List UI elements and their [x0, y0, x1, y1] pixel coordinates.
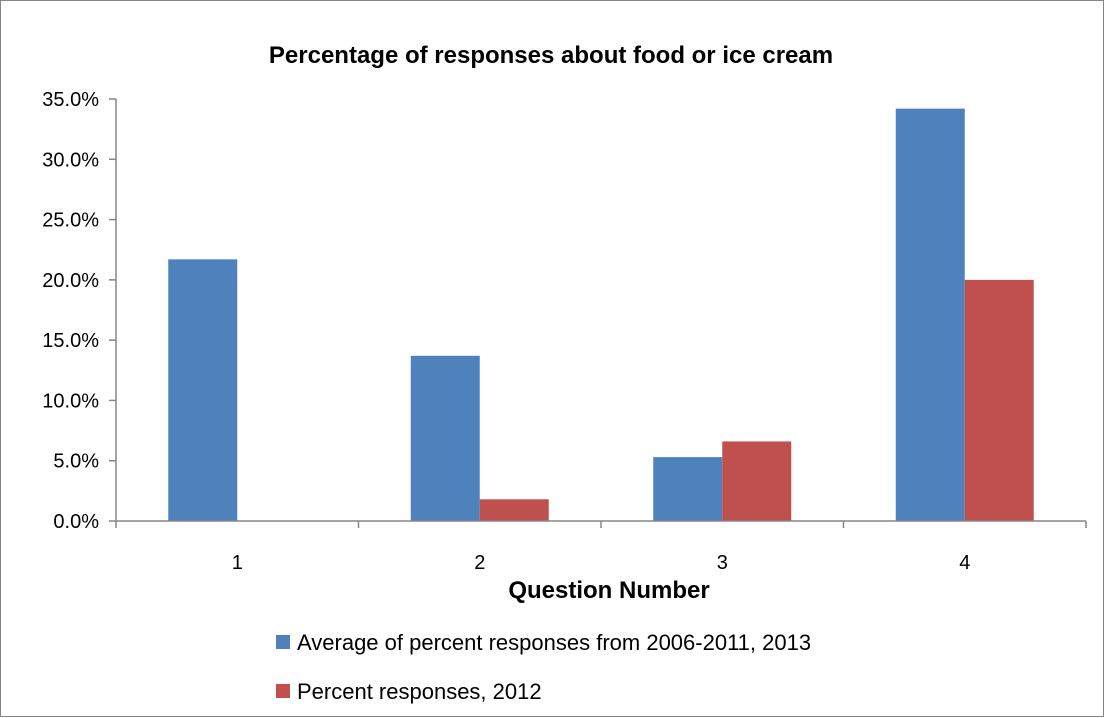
bar-average-q3: [653, 457, 723, 521]
x-tick-label: 4: [959, 552, 970, 574]
chart-title: Percentage of responses about food or ic…: [269, 42, 833, 69]
legend-label-2: Percent responses, 2012: [297, 679, 542, 704]
bar-2012-q4: [964, 279, 1034, 521]
y-axis-ticks: [109, 98, 116, 522]
legend-label-1: Average of percent responses from 2006-2…: [297, 630, 811, 655]
x-tick-label: 2: [474, 552, 485, 574]
y-tick-label: 15.0%: [42, 330, 99, 352]
y-tick-label: 10.0%: [42, 390, 99, 412]
legend-swatch-1: [276, 635, 290, 649]
y-tick-label: 35.0%: [42, 89, 99, 111]
x-tick-label: 1: [232, 552, 243, 574]
bar-average-q1: [168, 259, 238, 521]
bars: [168, 108, 1034, 521]
x-axis-title: Question Number: [508, 577, 709, 604]
bar-2012-q2: [479, 499, 549, 521]
x-axis-labels: 1 2 3 4: [232, 552, 971, 574]
y-axis-labels: 0.0% 5.0% 10.0% 15.0% 20.0% 25.0% 30.0% 35.0%: [42, 89, 99, 533]
bar-average-q2: [410, 355, 480, 521]
y-tick-label: 0.0%: [53, 511, 99, 533]
x-axis-ticks: [115, 521, 1087, 528]
y-tick-label: 25.0%: [42, 210, 99, 232]
y-tick-label: 30.0%: [42, 149, 99, 171]
bar-average-q4: [895, 108, 965, 521]
bar-2012-q3: [722, 441, 792, 521]
legend: Average of percent responses from 2006-2…: [276, 630, 811, 704]
y-tick-label: 20.0%: [42, 270, 99, 292]
x-tick-label: 3: [717, 552, 728, 574]
y-tick-label: 5.0%: [53, 451, 99, 473]
legend-swatch-2: [276, 684, 290, 698]
